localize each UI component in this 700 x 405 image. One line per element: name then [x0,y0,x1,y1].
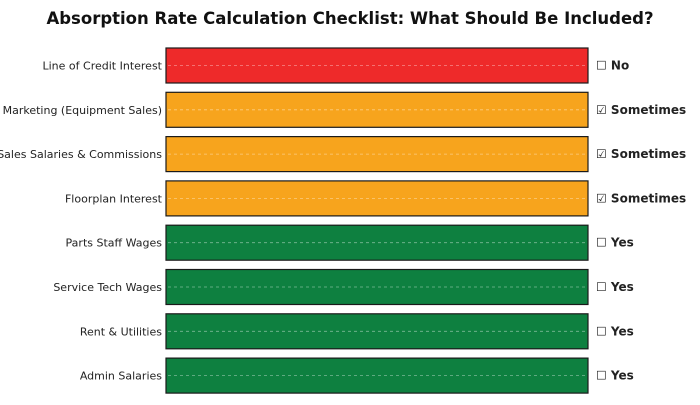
category-label: Parts Staff Wages [66,237,163,250]
category-label: Floorplan Interest [65,192,163,205]
status-label: ☐ Yes [596,324,634,338]
category-label: Sales Salaries & Commissions [0,148,162,161]
category-label: Service Tech Wages [53,281,162,294]
bar [165,180,589,217]
category-label: Line of Credit Interest [43,60,163,73]
bar [165,224,589,261]
bar [165,313,589,350]
status-label: ☑ Sometimes [596,147,686,161]
bar [165,357,589,394]
bar [165,47,589,84]
category-label: Rent & Utilities [80,325,162,338]
status-label: ☑ Sometimes [596,191,686,205]
status-label: ☐ Yes [596,280,634,294]
status-label: ☐ No [596,59,629,73]
status-label: ☑ Sometimes [596,103,686,117]
bar [165,136,589,173]
status-label: ☐ Yes [596,369,634,383]
status-label: ☐ Yes [596,236,634,250]
bar [165,91,589,128]
category-label: Marketing (Equipment Sales) [3,104,162,117]
category-label: Admin Salaries [80,370,162,383]
bar [165,268,589,306]
chart-title: Absorption Rate Calculation Checklist: W… [46,9,654,28]
